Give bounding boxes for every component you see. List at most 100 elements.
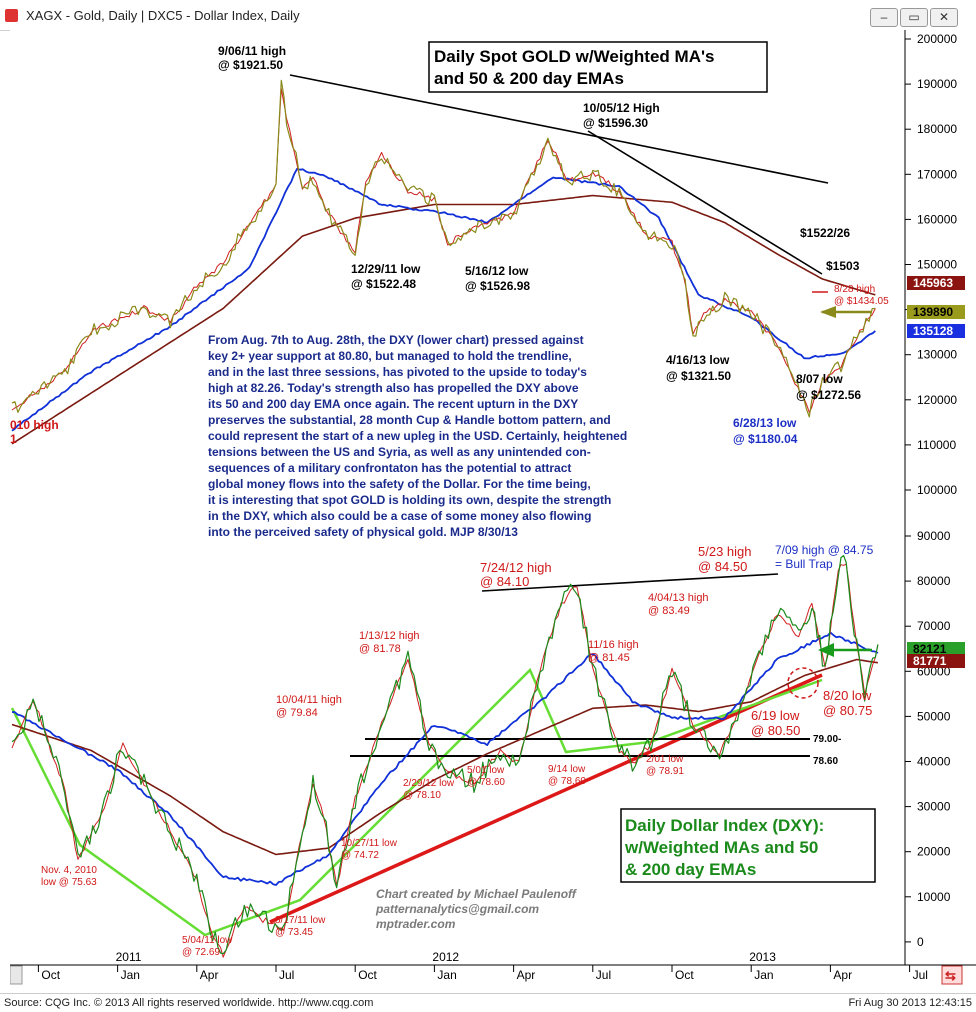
commentary-line: global money flows into the safety of th… <box>208 477 591 491</box>
annotation-dxy: 8/20 low @ 80.75 <box>823 688 872 718</box>
x-tick-label: Oct <box>41 968 60 982</box>
commentary-line: could represent the start of a new upleg… <box>208 429 627 443</box>
dxy-arrow-head-icon <box>818 643 834 657</box>
annotation-dxy: 5/04/11 low @ 72.69 <box>182 935 233 958</box>
annotation-dxy: 2/29/12 low @ 78.10 <box>403 778 455 801</box>
annotation-dxy: 5/01 low @ 78.60 <box>467 765 505 788</box>
gold-title-line2: and 50 & 200 day EMAs <box>434 69 624 88</box>
annotation-gold-level: $1522/26 <box>800 226 850 240</box>
gold-price-line <box>11 79 876 418</box>
price-tag-label: 135128 <box>913 324 953 338</box>
footer-timestamp: Fri Aug 30 2013 12:43:15 <box>848 997 972 1009</box>
support-label: 78.60 <box>813 756 838 767</box>
annotation-gold-low: 4/16/13 low @ $1321.50 <box>666 353 731 383</box>
minimize-button[interactable]: – <box>870 8 898 27</box>
y-tick-label: 130000 <box>917 348 957 362</box>
support-label: 79.00- <box>813 734 841 745</box>
annotation-gold-high: 8/28 high @ $1434.05 <box>834 284 889 307</box>
gold-downtrend-line-steep <box>587 130 823 275</box>
annotation-dxy: 1/13/12 high @ 81.78 <box>359 630 420 655</box>
y-tick-label: 0 <box>917 935 924 949</box>
annotation-dxy: 2/01 low @ 78.91 <box>646 754 684 777</box>
year-label: 2011 <box>116 950 142 964</box>
commentary-line: it is interesting that spot GOLD is hold… <box>208 493 611 507</box>
window-title: XAGX - Gold, Daily | DXC5 - Dollar Index… <box>26 8 300 23</box>
annotation-dxy: 6/19 low @ 80.50 <box>751 708 800 738</box>
gold-title-box <box>428 41 768 93</box>
dxy-title-line1: Daily Dollar Index (DXY): <box>625 816 824 835</box>
price-tag <box>907 654 965 668</box>
footer-source: Source: CQG Inc. © 2013 All rights reser… <box>4 997 374 1009</box>
y-tick-label: 170000 <box>917 167 957 181</box>
gold-arrow-head-icon <box>820 306 836 318</box>
y-tick-label: 30000 <box>917 800 951 814</box>
commentary-line: into the perceived safety of physical go… <box>208 525 518 539</box>
gold-title-line1: Daily Spot GOLD w/Weighted MA's <box>434 47 714 66</box>
annotation-gold-high: 9/06/11 high @ $1921.50 <box>218 44 286 72</box>
gold-ema50-line <box>11 167 876 432</box>
annotation-dxy: 8/17/11 low @ 73.45 <box>275 915 326 938</box>
price-tag-label: 139890 <box>913 305 953 319</box>
x-tick-label: Jul <box>596 968 611 982</box>
annotation-gold-low: 6/28/13 low @ $1180.04 <box>733 416 798 446</box>
dxy-resistance-line <box>481 573 779 592</box>
y-tick-label: 120000 <box>917 393 957 407</box>
year-label: 2012 <box>432 950 459 964</box>
commentary-line: preserves the substantial, 28 month Cup … <box>208 413 611 427</box>
y-tick-label: 20000 <box>917 845 951 859</box>
dxy-handle-circle <box>787 667 819 699</box>
annotation-gold-high: 010 high 1 <box>10 418 59 446</box>
y-tick-label: 200000 <box>917 32 957 46</box>
annotation-dxy: 10/04/11 high @ 79.84 <box>276 694 342 719</box>
commentary-line: its 50 and 200 day EMA once again. The r… <box>208 397 578 411</box>
annotation-dxy-high: 7/09 high @ 84.75 = Bull Trap <box>775 543 874 571</box>
x-tick-label: Oct <box>358 968 377 982</box>
commentary-line: and in the last three sessions, has pivo… <box>208 365 587 379</box>
dxy-title-line2: w/Weighted MAs and 50 <box>624 838 818 857</box>
x-tick-label: Jan <box>754 968 773 982</box>
x-tick-label: Apr <box>517 968 536 982</box>
dxy-ema50-line <box>11 631 879 886</box>
dxy-ema200-line <box>11 658 879 856</box>
status-footer: Source: CQG Inc. © 2013 All rights reser… <box>0 993 976 1012</box>
dxy-cup-handle-line <box>10 667 823 937</box>
y-tick-label: 10000 <box>917 890 951 904</box>
dxy-price-line <box>11 555 879 955</box>
y-tick-label: 70000 <box>917 619 951 633</box>
annotation-dxy: Nov. 4, 2010 low @ 75.63 <box>41 865 97 888</box>
price-tag <box>907 305 965 319</box>
scroll-right-icon: ⇆ <box>945 968 956 983</box>
price-tag <box>907 324 965 338</box>
y-tick-label: 110000 <box>917 438 956 452</box>
gold-ema200-line <box>11 194 876 445</box>
y-tick-label: 150000 <box>917 258 957 272</box>
price-tag-label: 81771 <box>913 654 947 668</box>
x-tick-label: Oct <box>675 968 694 982</box>
price-tag <box>907 276 965 290</box>
annotation-gold-low: 5/16/12 low @ $1526.98 <box>465 264 530 293</box>
annotation-gold-high: 10/05/12 High @ $1596.30 <box>583 101 660 130</box>
annotation-dxy: 7/24/12 high @ 84.10 <box>480 560 552 589</box>
annotation-dxy: 4/04/13 high @ 83.49 <box>648 592 709 617</box>
scroll-right-button[interactable] <box>941 965 963 985</box>
chart-area[interactable]: 2000001900001800001700001600001500001400… <box>9 30 976 995</box>
commentary-line: From Aug. 7th to Aug. 28th, the DXY (low… <box>208 333 584 347</box>
close-button[interactable]: ✕ <box>930 8 958 27</box>
scroll-left-button[interactable] <box>9 965 23 985</box>
y-tick-label: 160000 <box>917 212 957 226</box>
x-tick-label: Apr <box>833 968 852 982</box>
annotation-dxy: 10/27/11 low @ 74.72 <box>341 838 398 861</box>
annotation-gold-level: $1503 <box>826 259 860 273</box>
maximize-button[interactable]: ▭ <box>900 8 928 27</box>
price-tag <box>907 642 965 656</box>
y-tick-label: 40000 <box>917 755 951 769</box>
x-tick-label: Apr <box>200 968 219 982</box>
price-tag-label: 82121 <box>913 642 947 656</box>
y-tick-label: 90000 <box>917 529 951 543</box>
annotation-dxy: 9/14 low @ 78.60 <box>548 764 586 787</box>
chart-svg: 2000001900001800001700001600001500001400… <box>9 30 976 995</box>
x-tick-label: Jan <box>437 968 456 982</box>
commentary-line: in the DXY, which also could be a case o… <box>208 509 591 523</box>
window-titlebar: XAGX - Gold, Daily | DXC5 - Dollar Index… <box>0 0 976 31</box>
y-tick-label: 80000 <box>917 574 951 588</box>
